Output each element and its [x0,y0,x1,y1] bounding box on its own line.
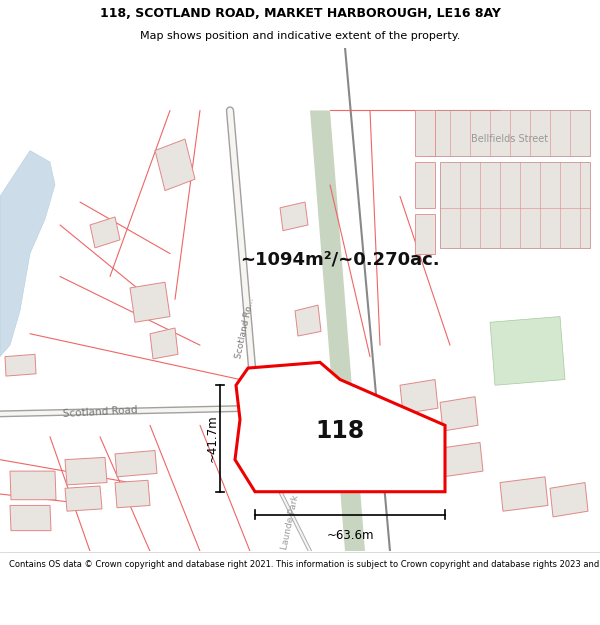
Polygon shape [500,477,548,511]
Polygon shape [400,379,438,414]
Text: 118, SCOTLAND ROAD, MARKET HARBOROUGH, LE16 8AY: 118, SCOTLAND ROAD, MARKET HARBOROUGH, L… [100,7,500,20]
Polygon shape [65,458,107,485]
Text: Contains OS data © Crown copyright and database right 2021. This information is : Contains OS data © Crown copyright and d… [9,560,600,569]
Polygon shape [115,451,157,477]
Text: Scotland Road: Scotland Road [62,404,137,419]
Polygon shape [415,162,435,208]
Text: ~1094m²/~0.270ac.: ~1094m²/~0.270ac. [240,250,440,268]
Polygon shape [430,111,590,156]
Polygon shape [150,328,178,359]
Polygon shape [310,111,365,551]
Polygon shape [440,162,590,248]
Polygon shape [115,480,150,508]
Polygon shape [440,397,478,431]
Polygon shape [0,151,55,357]
Polygon shape [415,214,435,254]
Text: Launde Park: Launde Park [280,494,300,551]
Polygon shape [395,448,438,482]
Polygon shape [130,282,170,322]
Polygon shape [415,111,435,156]
Polygon shape [490,316,565,385]
Polygon shape [155,139,195,191]
Text: ~41.7m: ~41.7m [205,414,218,462]
Text: ~63.6m: ~63.6m [326,529,374,542]
Text: Map shows position and indicative extent of the property.: Map shows position and indicative extent… [140,31,460,41]
Polygon shape [65,486,102,511]
Polygon shape [90,217,120,248]
Polygon shape [440,442,483,477]
Polygon shape [550,482,588,517]
Polygon shape [10,506,51,531]
Polygon shape [235,362,445,492]
Polygon shape [10,471,56,500]
Text: Scotland Ro...: Scotland Ro... [234,297,256,359]
Polygon shape [280,202,308,231]
Polygon shape [295,305,321,336]
Polygon shape [5,354,36,376]
Text: 118: 118 [316,419,365,443]
Text: Bellfields Street: Bellfields Street [472,134,548,144]
